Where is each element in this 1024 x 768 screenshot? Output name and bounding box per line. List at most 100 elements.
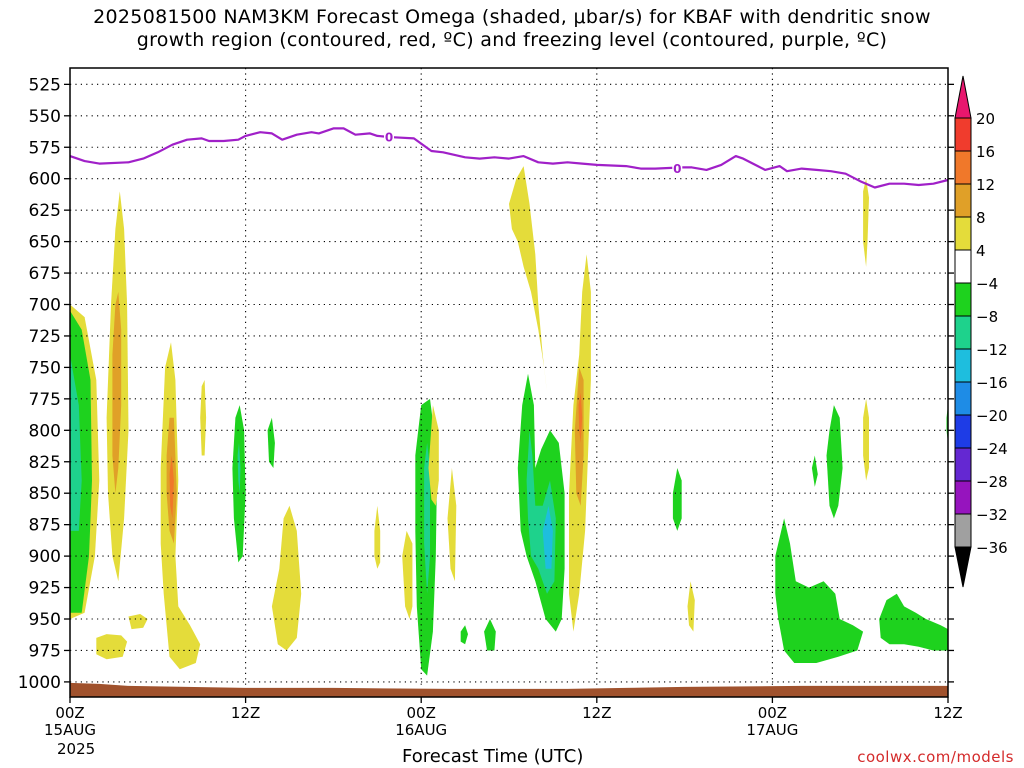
y-tick-label: 1000 [18,673,61,693]
page-title: 2025081500 NAM3KM Forecast Omega (shaded… [0,6,1024,52]
plot-border [69,67,949,698]
y-tick-label: 575 [29,138,61,158]
y-tick-label: 800 [29,421,61,441]
colorbar-box-9 [954,414,972,449]
omega-region-29 [578,392,583,443]
x-tick-date: 17AUG [746,721,798,739]
omega-region-9 [169,455,174,519]
colorbar-box-0 [954,117,972,152]
x-tick-date: 16AUG [395,721,447,739]
omega-region-37 [879,593,948,651]
omega-region-15 [374,505,381,569]
omega-region-18 [424,442,430,594]
colorbar-box-4 [954,249,972,284]
omega-region-24 [517,373,565,632]
surface-band [70,682,948,697]
colorbar-label: −28 [976,473,1008,491]
title-line-2: growth region (contoured, red, ºC) and f… [136,29,888,51]
colorbar: 20 16 12 8 4 −4 −8 −12 −16 −20 −24 −28 −32 −36 [954,75,1008,588]
colorbar-label: −8 [976,308,998,326]
omega-region-31 [687,581,695,632]
colorbar-label: 8 [976,209,986,227]
x-tick-label: 00Z [55,704,84,722]
freezing-level-line [69,127,949,189]
y-tick-label: 675 [29,264,61,284]
colorbar-label: −20 [976,407,1008,425]
freezing-label-bg-0 [384,130,395,144]
y-tick-label: 975 [29,641,61,661]
y-tick-label: 900 [29,547,61,567]
omega-region-13 [267,417,275,468]
omega-region-2 [70,354,82,531]
y-tick-label: 550 [29,107,61,127]
omega-region-26 [542,505,553,569]
y-tick-label: 875 [29,516,61,536]
freezing-level-label-1: 0 [673,162,681,176]
colorbar-label: 4 [976,242,986,260]
y-tick-label: 775 [29,390,61,410]
colorbar-box-1 [954,150,972,185]
omega-region-22 [484,619,496,651]
omega-region-10 [200,380,207,456]
colorbar-box-8 [954,381,972,416]
colorbar-bottom-arrow [954,546,972,588]
omega-region-16 [402,530,413,619]
omega-region-20 [447,468,457,582]
colorbar-label: −16 [976,374,1008,392]
x-tick-label: 12Z [582,704,611,722]
y-tick-label: 525 [29,75,61,95]
x-tick-label: 12Z [231,704,260,722]
y-tick-label: 725 [29,327,61,347]
colorbar-label: −12 [976,341,1008,359]
omega-region-12 [237,442,241,494]
surface-layer [70,682,948,697]
y-tick-label: 650 [29,233,61,253]
omega-region-7 [160,342,201,670]
credit-link[interactable]: coolwx.com/models [857,748,1014,766]
omega-region-32 [775,518,864,663]
y-tick-label: 925 [29,579,61,599]
y-tick-label: 750 [29,358,61,378]
colorbar-label: 20 [976,110,995,128]
colorbar-box-11 [954,480,972,515]
omega-region-28 [574,367,584,506]
omega-region-19 [428,405,439,506]
colorbar-box-3 [954,216,972,251]
y-axis: 525 550 575 600 625 650 675 700 725 750 775 800 825 8… [18,75,954,693]
title-line-1: 2025081500 NAM3KM Forecast Omega (shaded… [93,6,931,28]
colorbar-box-7 [954,348,972,383]
omega-region-5 [96,634,128,660]
freezing-level-layer: 00 [69,127,949,189]
omega-region-4 [112,291,122,494]
grid-lines [70,68,948,697]
x-tick-label: 12Z [933,704,962,722]
omega-region-21 [460,625,468,645]
y-tick-label: 700 [29,296,61,316]
x-tick-label: 00Z [407,704,436,722]
y-tick-label: 825 [29,453,61,473]
colorbar-box-6 [954,315,972,350]
freezing-level-label-0: 0 [385,131,393,145]
colorbar-box-12 [954,513,972,548]
omega-region-23 [509,166,547,393]
colorbar-label: 12 [976,176,995,194]
freezing-label-bg-1 [672,161,683,175]
omega-region-36 [863,398,869,481]
colorbar-label: −24 [976,440,1008,458]
x-tick-label: 00Z [758,704,787,722]
colorbar-label: −36 [976,539,1008,557]
omega-region-34 [811,455,818,487]
colorbar-box-2 [954,183,972,218]
x-axis-title: Forecast Time (UTC) [402,746,584,767]
colorbar-label: −32 [976,506,1008,524]
y-tick-label: 850 [29,484,61,504]
colorbar-box-5 [954,282,972,317]
colorbar-top-arrow [954,75,972,119]
plot-frame [69,67,949,698]
y-tick-label: 600 [29,170,61,190]
omega-region-14 [271,505,302,651]
omega-region-30 [672,468,682,531]
colorbar-label: 16 [976,143,995,161]
